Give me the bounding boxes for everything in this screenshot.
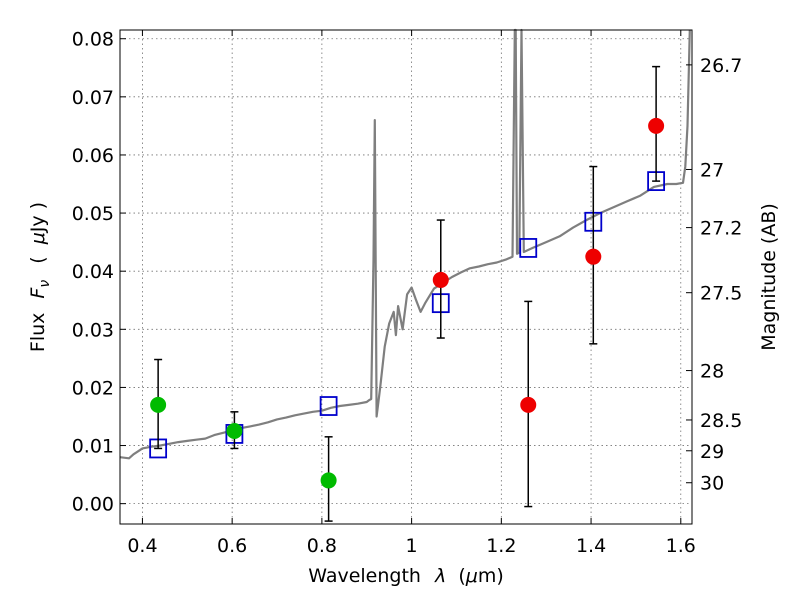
y2-axis-label: Magnitude (AB) [758,203,780,351]
model-photometry-box [319,396,338,416]
x-tick-label: 0.4 [127,535,157,557]
y-tick-label: 0.00 [72,494,114,516]
markers-layer [149,65,666,522]
y2-tick-label: 27.5 [700,283,742,305]
y-tick-label: 0.02 [72,377,114,399]
y-tick-label: 0.01 [72,436,114,458]
plot-frame [119,29,693,525]
y2-tick-label: 28.5 [700,410,742,432]
sed-model-curve [119,28,691,460]
nir-flux-point [585,248,602,265]
y2-tick-label: 27.2 [700,218,742,240]
x-axis-label: Wavelength λ (μm) [308,565,504,587]
optical-flux-point [226,423,243,440]
x-tick-label: 1.4 [576,535,606,557]
grid [120,30,692,524]
nir-flux-point [520,396,537,413]
y-tick-label: 0.08 [72,29,114,51]
nir-flux-point [648,117,665,134]
x-tick-label: 0.8 [307,535,337,557]
optical-flux-point [150,396,167,413]
y2-tick-label: 30 [700,473,724,495]
y2-tick-label: 27 [700,159,724,181]
x-tick-label: 0.6 [217,535,247,557]
ticks-layer: 0.4 0.6 0.8 1 1.2 1.4 1.6 0.00 0.01 0.02 0.03 0.04 0… [72,29,743,557]
x-tick-label: 1.2 [486,535,516,557]
x-tick-label: 1.6 [666,535,696,557]
y2-tick-label: 28 [700,361,724,383]
y-tick-label: 0.04 [72,261,114,283]
y2-tick-label: 26.7 [700,55,742,77]
y-tick-label: 0.07 [72,87,114,109]
y-tick-label: 0.03 [72,319,114,341]
sed-curve-layer [119,28,691,460]
model-photometry-box [519,238,538,258]
y2-tick-label: 29 [700,441,724,463]
nir-flux-point [432,271,449,288]
y-tick-label: 0.06 [72,145,114,167]
y-axis-label: Flux Fν ( μJy ) [27,202,54,352]
optical-flux-point [320,472,337,489]
y-tick-label: 0.05 [72,203,114,225]
x-tick-label: 1 [406,535,418,557]
